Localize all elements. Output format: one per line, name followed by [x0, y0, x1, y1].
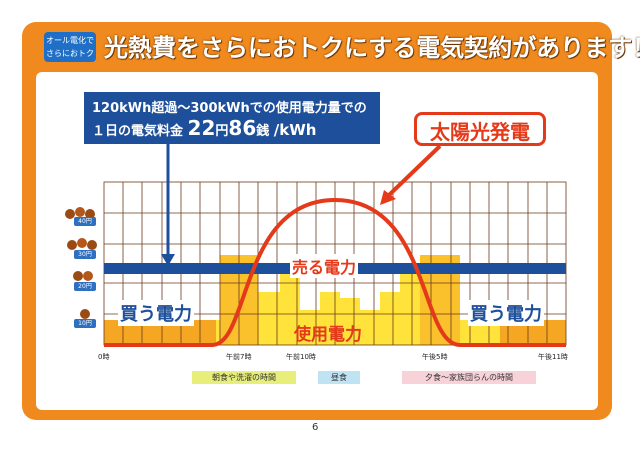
x-tick-10am: 午前10時	[286, 353, 316, 361]
buy-power-right: 買う電力	[468, 300, 544, 326]
callout-line-1: 120kWh超過～300kWhでの使用電力量での	[92, 101, 367, 116]
coin-icon-20	[73, 271, 96, 291]
x-tick-11pm: 午後11時	[538, 353, 568, 361]
badge-line-2: さらにおトク	[46, 49, 94, 58]
y-tick-40: 40円	[78, 218, 92, 225]
page-headline: 光熱費をさらにおトクにする電気契約があります！	[104, 34, 640, 62]
usage-power: 使用電力	[294, 325, 362, 345]
callout-line-2: １日の電気料金 22円86銭 /kWh	[92, 116, 317, 140]
x-tick-7am: 午前7時	[226, 353, 252, 361]
coin-icon-30	[67, 238, 97, 259]
price-callout: 120kWh超過～300kWhでの使用電力量での １日の電気料金 22円86銭 …	[84, 92, 380, 144]
coin-icon-40	[65, 207, 96, 226]
solar-label: 太陽光発電	[414, 112, 546, 146]
x-tick-5pm: 午後5時	[422, 353, 448, 361]
x-tick-0: 0時	[98, 353, 110, 361]
solar-pointer	[386, 144, 442, 198]
promo-badge: オール電化で さらにおトク	[44, 32, 96, 62]
y-tick-10: 10円	[78, 320, 92, 327]
band-morning: 朝食や洗濯の時間	[192, 371, 296, 384]
badge-line-1: オール電化で	[46, 36, 94, 45]
y-tick-20: 20円	[78, 283, 92, 290]
solar-curve	[104, 197, 566, 347]
buy-power-left: 買う電力	[118, 300, 194, 326]
coin-icon-10	[74, 309, 96, 328]
band-evening: 夕食～家族団らんの時間	[402, 371, 536, 384]
y-tick-30: 30円	[78, 251, 92, 258]
page-number: 6	[312, 422, 319, 433]
band-lunch: 昼食	[318, 371, 360, 384]
sell-power: 売る電力	[290, 254, 359, 278]
